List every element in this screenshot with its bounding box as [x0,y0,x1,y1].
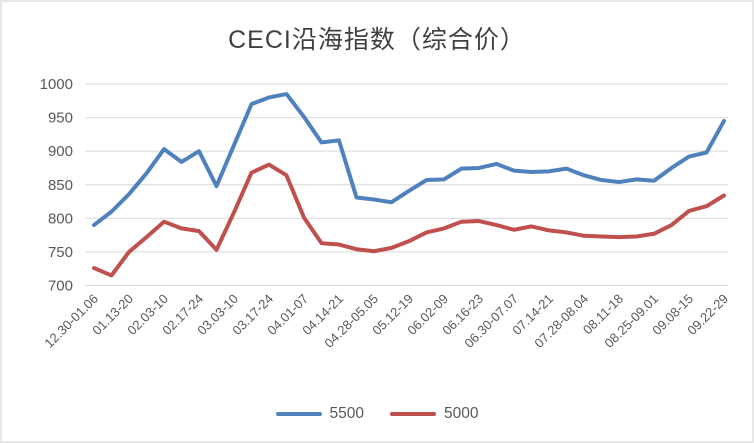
y-tick-label: 800 [48,210,73,227]
y-tick-label: 700 [48,278,73,295]
y-tick-label: 900 [48,143,73,160]
series-5000-line [92,162,726,278]
legend-line-swatch-5500 [275,411,322,417]
x-tick-label: 12.30-01.06 [41,291,101,351]
legend-item-5500: 5500 [275,405,364,423]
y-tick-label: 950 [48,110,73,127]
y-tick-label: 750 [48,244,73,261]
y-tick-label: 1000 [40,76,73,93]
legend-item-5000: 5000 [390,405,478,423]
series-5500-line [92,92,726,228]
legend-line-swatch-5000 [390,411,436,417]
legend-label-5000: 5000 [444,405,479,422]
chart-title: CECI沿海指数（综合价） [228,26,526,54]
y-tick-label: 850 [48,177,73,194]
legend: 5500 5000 [2,403,752,425]
legend-label-5500: 5500 [329,405,364,422]
